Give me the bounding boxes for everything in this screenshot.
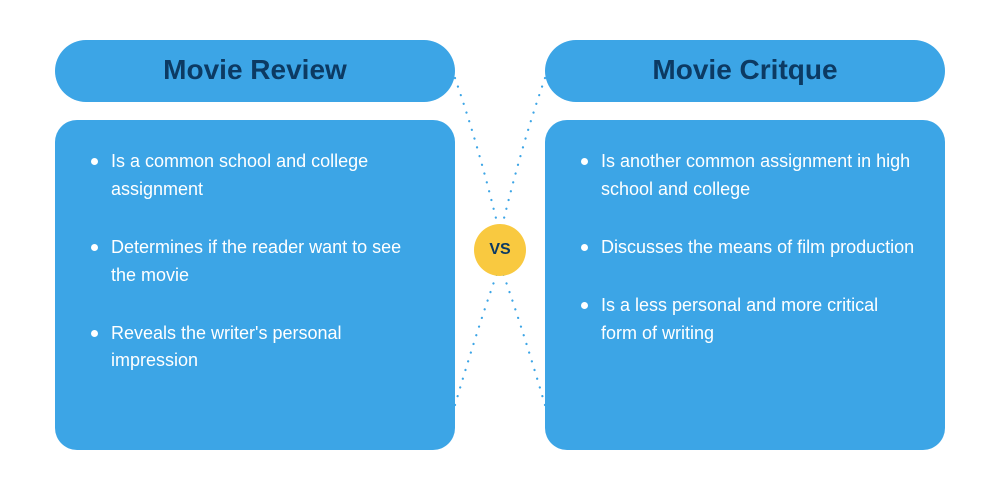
comparison-infographic: Movie Review Is a common school and coll… <box>0 0 1000 500</box>
right-title: Movie Critque <box>545 54 945 86</box>
vs-label: VS <box>489 241 510 259</box>
left-title: Movie Review <box>55 54 455 86</box>
list-item: Discusses the means of film production <box>579 234 915 262</box>
vs-badge: VS <box>474 224 526 276</box>
left-body: Is a common school and college assignmen… <box>55 120 455 450</box>
left-panel: Movie Review Is a common school and coll… <box>55 40 455 450</box>
list-item: Determines if the reader want to see the… <box>89 234 425 290</box>
list-item: Is a common school and college assignmen… <box>89 148 425 204</box>
list-item: Is another common assignment in high sch… <box>579 148 915 204</box>
right-panel: Movie Critque Is another common assignme… <box>545 40 945 450</box>
right-body: Is another common assignment in high sch… <box>545 120 945 450</box>
left-header: Movie Review <box>55 40 455 102</box>
list-item: Is a less personal and more critical for… <box>579 292 915 348</box>
left-points-list: Is a common school and college assignmen… <box>89 148 425 375</box>
right-header: Movie Critque <box>545 40 945 102</box>
right-points-list: Is another common assignment in high sch… <box>579 148 915 347</box>
list-item: Reveals the writer's personal impression <box>89 320 425 376</box>
